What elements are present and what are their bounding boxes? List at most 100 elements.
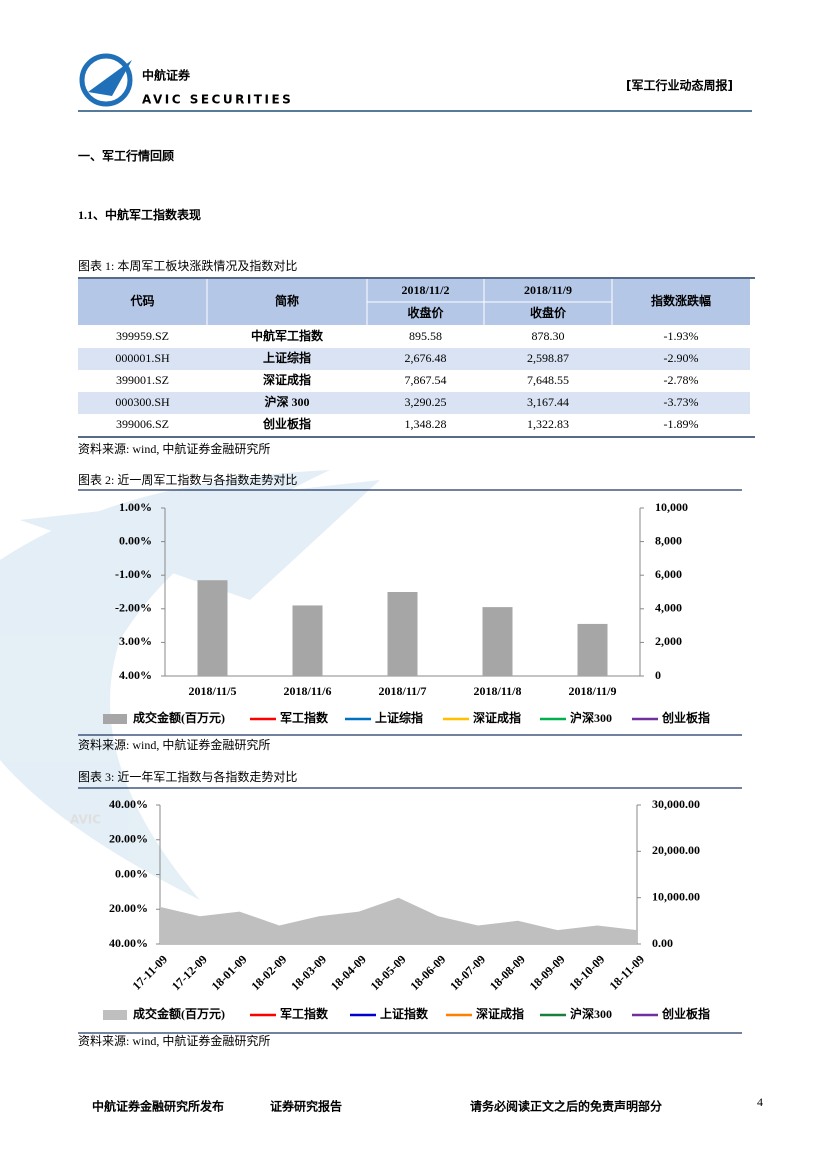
y2-tick-label: 10,000.00 (652, 889, 700, 903)
table-cell: 1,322.83 (527, 417, 569, 431)
bar (387, 592, 418, 676)
x-tick-label: 18-04-09 (328, 952, 369, 993)
legend-label: 上证综指 (375, 710, 423, 725)
x-tick-label: 2018/11/5 (188, 684, 236, 698)
y2-tick-label: 0.00 (652, 936, 673, 950)
footer-publisher: 中航证券金融研究所发布 (92, 1099, 224, 1114)
x-tick-label: 18-01-09 (209, 952, 250, 993)
logo: 中航证券 AVIC SECURITIES (79, 53, 291, 107)
table-caption: 图表 1: 本周军工板块涨跌情况及指数对比 (78, 258, 297, 273)
watermark: AVIC (0, 470, 380, 900)
table-cell: 2,676.48 (405, 351, 447, 365)
legend-label: 创业板指 (661, 1006, 710, 1021)
chart-title: 图表 3: 近一年军工指数与各指数走势对比 (78, 769, 297, 784)
y2-tick-label: 4,000 (655, 601, 682, 615)
table-cell: 中航军工指数 (251, 328, 324, 343)
x-tick-label: 18-08-09 (487, 952, 528, 993)
table-cell: -2.90% (664, 351, 699, 365)
y2-tick-label: 0 (655, 668, 661, 682)
area (160, 897, 637, 944)
legend-swatch (103, 714, 127, 724)
y2-tick-label: 20,000.00 (652, 843, 700, 857)
legend-label: 成交金额(百万元) (133, 1006, 225, 1021)
page-number: 4 (757, 1095, 763, 1109)
legend-label: 沪深300 (570, 710, 612, 725)
legend-label: 沪深300 (570, 1006, 612, 1021)
table-row-bg (78, 392, 750, 414)
chart-title: 图表 2: 近一周军工指数与各指数走势对比 (78, 472, 297, 487)
table-cell: 2,598.87 (527, 351, 569, 365)
table-cell: 399001.SZ (116, 373, 169, 387)
table-header-cell: 收盘价 (530, 305, 567, 320)
footer: 中航证券金融研究所发布 证券研究报告 请务必阅读正文之后的免责声明部分 4 (92, 1095, 763, 1114)
table-source: 资料来源: wind, 中航证券金融研究所 (78, 441, 270, 456)
x-tick-label: 18-10-09 (566, 952, 607, 993)
y2-tick-label: 8,000 (655, 533, 682, 547)
x-tick-label: 18-06-09 (407, 952, 448, 993)
table-cell: 3,167.44 (527, 395, 569, 409)
table-cell: -3.73% (664, 395, 699, 409)
table-cell: 3,290.25 (405, 395, 447, 409)
bar (292, 605, 323, 676)
logo-cn: 中航证券 (142, 68, 191, 83)
y-tick-label: 4.00% (119, 668, 152, 682)
y-tick-label: -1.00% (115, 567, 152, 581)
table-cell: -2.78% (664, 373, 699, 387)
y-tick-label: 0.00% (115, 866, 148, 880)
legend-swatch (103, 1010, 127, 1020)
bar (577, 623, 608, 676)
x-tick-label: 18-09-09 (527, 952, 568, 993)
y-tick-label: 20.00% (109, 901, 148, 915)
y-tick-label: 0.00% (119, 533, 152, 547)
table-cell: 895.58 (409, 329, 442, 343)
legend-label: 深证成指 (473, 710, 521, 725)
y-tick-label: 40.00% (109, 797, 148, 811)
table-cell: 878.30 (532, 329, 565, 343)
table-header-cell: 代码 (129, 293, 154, 308)
table-header-cell: 2018/11/2 (401, 283, 449, 297)
x-tick-label: 2018/11/7 (378, 684, 426, 698)
table-cell: 上证综指 (263, 350, 311, 365)
y2-tick-label: 10,000 (655, 500, 688, 514)
x-tick-label: 18-03-09 (288, 952, 329, 993)
x-tick-label: 2018/11/8 (473, 684, 521, 698)
y-tick-label: 3.00% (119, 634, 152, 648)
chart-source: 资料来源: wind, 中航证券金融研究所 (78, 1033, 270, 1048)
legend-label: 创业板指 (661, 710, 710, 725)
table-header-cell: 简称 (275, 293, 299, 308)
subsection-title: 1.1、中航军工指数表现 (78, 207, 201, 222)
table-cell: -1.89% (664, 417, 699, 431)
legend-label: 军工指数 (280, 710, 329, 725)
x-tick-label: 18-07-09 (447, 952, 488, 993)
y-tick-label: 1.00% (119, 500, 152, 514)
y2-tick-label: 6,000 (655, 567, 682, 581)
watermark-text: AVIC (70, 813, 101, 827)
y-tick-label: 40.00% (109, 936, 148, 950)
y-tick-label: 20.00% (109, 832, 148, 846)
table-row-bg (78, 348, 750, 370)
x-tick-label: 2018/11/6 (283, 684, 331, 698)
x-tick-label: 18-02-09 (248, 952, 289, 993)
table-cell: 深证成指 (263, 372, 311, 387)
table-cell: 399959.SZ (116, 329, 169, 343)
table-header-cell: 指数涨跌幅 (651, 293, 711, 308)
table-cell: 7,867.54 (405, 373, 447, 387)
table-cell: 沪深 300 (264, 394, 309, 409)
bar (197, 580, 228, 676)
table-cell: 创业板指 (262, 416, 311, 431)
y2-tick-label: 30,000.00 (652, 797, 700, 811)
y-tick-label: -2.00% (115, 601, 152, 615)
table-cell: 000001.SH (115, 351, 170, 365)
x-tick-label: 18-11-09 (607, 952, 648, 993)
section-title: 一、军工行情回顾 (78, 148, 174, 163)
legend-label: 军工指数 (280, 1006, 329, 1021)
footer-disclaimer: 请务必阅读正文之后的免责声明部分 (470, 1099, 662, 1114)
x-tick-label: 18-05-09 (368, 952, 409, 993)
table-cell: 7,648.55 (527, 373, 569, 387)
table-cell: 1,348.28 (405, 417, 447, 431)
report-type: [军工行业动态周报] (626, 78, 733, 93)
x-tick-label: 2018/11/9 (568, 684, 616, 698)
table-header-cell: 收盘价 (407, 305, 444, 320)
legend-label: 成交金额(百万元) (133, 710, 225, 725)
